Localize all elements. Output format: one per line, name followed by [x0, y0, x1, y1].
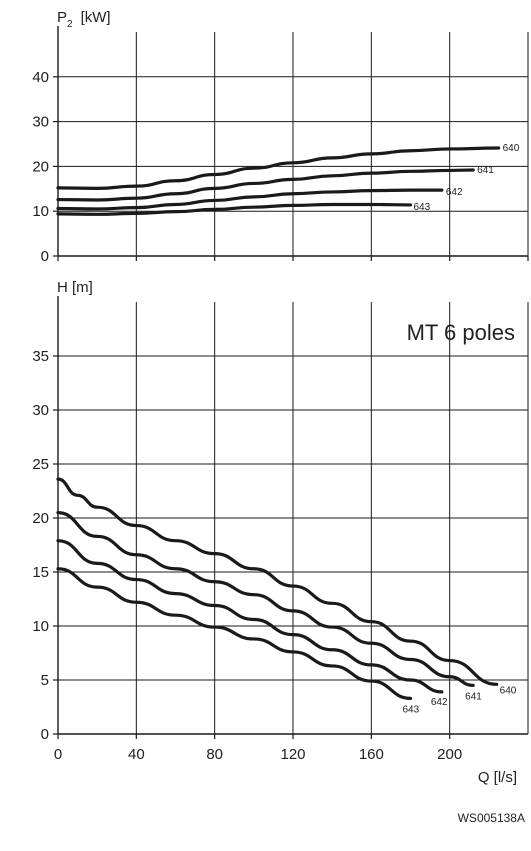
power-curve-label-641: 641	[477, 165, 494, 176]
power-curve-label-640: 640	[503, 143, 520, 154]
head-chart-panel: 0 5 10 15 20 25 30 35 0 40 80 120 160 200 640 641 642 643	[32, 296, 529, 763]
power-y-axis-subscript: 2	[67, 19, 73, 30]
power-curve-642	[56, 188, 444, 211]
head-y-tick-label-30: 30	[32, 402, 49, 419]
head-curve-label-640: 640	[500, 685, 517, 696]
head-curve-label-641: 641	[465, 691, 482, 702]
power-chart-panel: 0 10 20 30 40 640 641 642 643	[32, 26, 529, 265]
head-x-tick-label-0: 0	[54, 746, 62, 763]
model-annotation: MT 6 poles	[407, 320, 515, 345]
head-curve-642	[56, 539, 444, 694]
head-y-tick-label-15: 15	[32, 564, 49, 581]
head-y-axis-label: H [m]	[57, 279, 93, 296]
power-y-tick-label-30: 30	[32, 114, 49, 131]
head-y-tick-label-10: 10	[32, 618, 49, 635]
power-curve-641	[56, 168, 475, 202]
head-curve-643	[56, 567, 413, 700]
head-x-tick-label-40: 40	[128, 746, 145, 763]
head-y-tick-label-20: 20	[32, 510, 49, 527]
power-y-axis-unit: [kW]	[81, 9, 111, 26]
x-axis-label: Q [l/s]	[478, 769, 517, 786]
power-curve-643	[56, 202, 413, 216]
power-y-axis-label: P2 [kW]	[57, 9, 111, 30]
head-x-tick-label-80: 80	[206, 746, 223, 763]
power-curve-640	[56, 146, 501, 190]
head-curve-640	[56, 477, 499, 686]
head-y-tick-label-35: 35	[32, 348, 49, 365]
head-curve-label-643: 643	[403, 704, 420, 715]
power-y-tick-label-0: 0	[41, 248, 49, 265]
power-curve-label-643: 643	[414, 202, 431, 213]
figure-code: WS005138A	[458, 811, 525, 825]
power-y-tick-label-20: 20	[32, 158, 49, 175]
power-curve-label-642: 642	[446, 187, 463, 198]
head-y-tick-label-0: 0	[41, 726, 49, 743]
head-curve-641	[56, 511, 475, 687]
head-x-tick-label-200: 200	[437, 746, 462, 763]
head-x-tick-label-120: 120	[280, 746, 305, 763]
head-y-tick-label-5: 5	[41, 672, 49, 689]
head-x-tick-label-160: 160	[359, 746, 384, 763]
head-y-tick-label-25: 25	[32, 456, 49, 473]
power-y-tick-label-10: 10	[32, 203, 49, 220]
power-y-tick-label-40: 40	[32, 69, 49, 86]
head-curve-label-642: 642	[431, 697, 448, 708]
power-y-axis-symbol: P	[57, 9, 67, 26]
